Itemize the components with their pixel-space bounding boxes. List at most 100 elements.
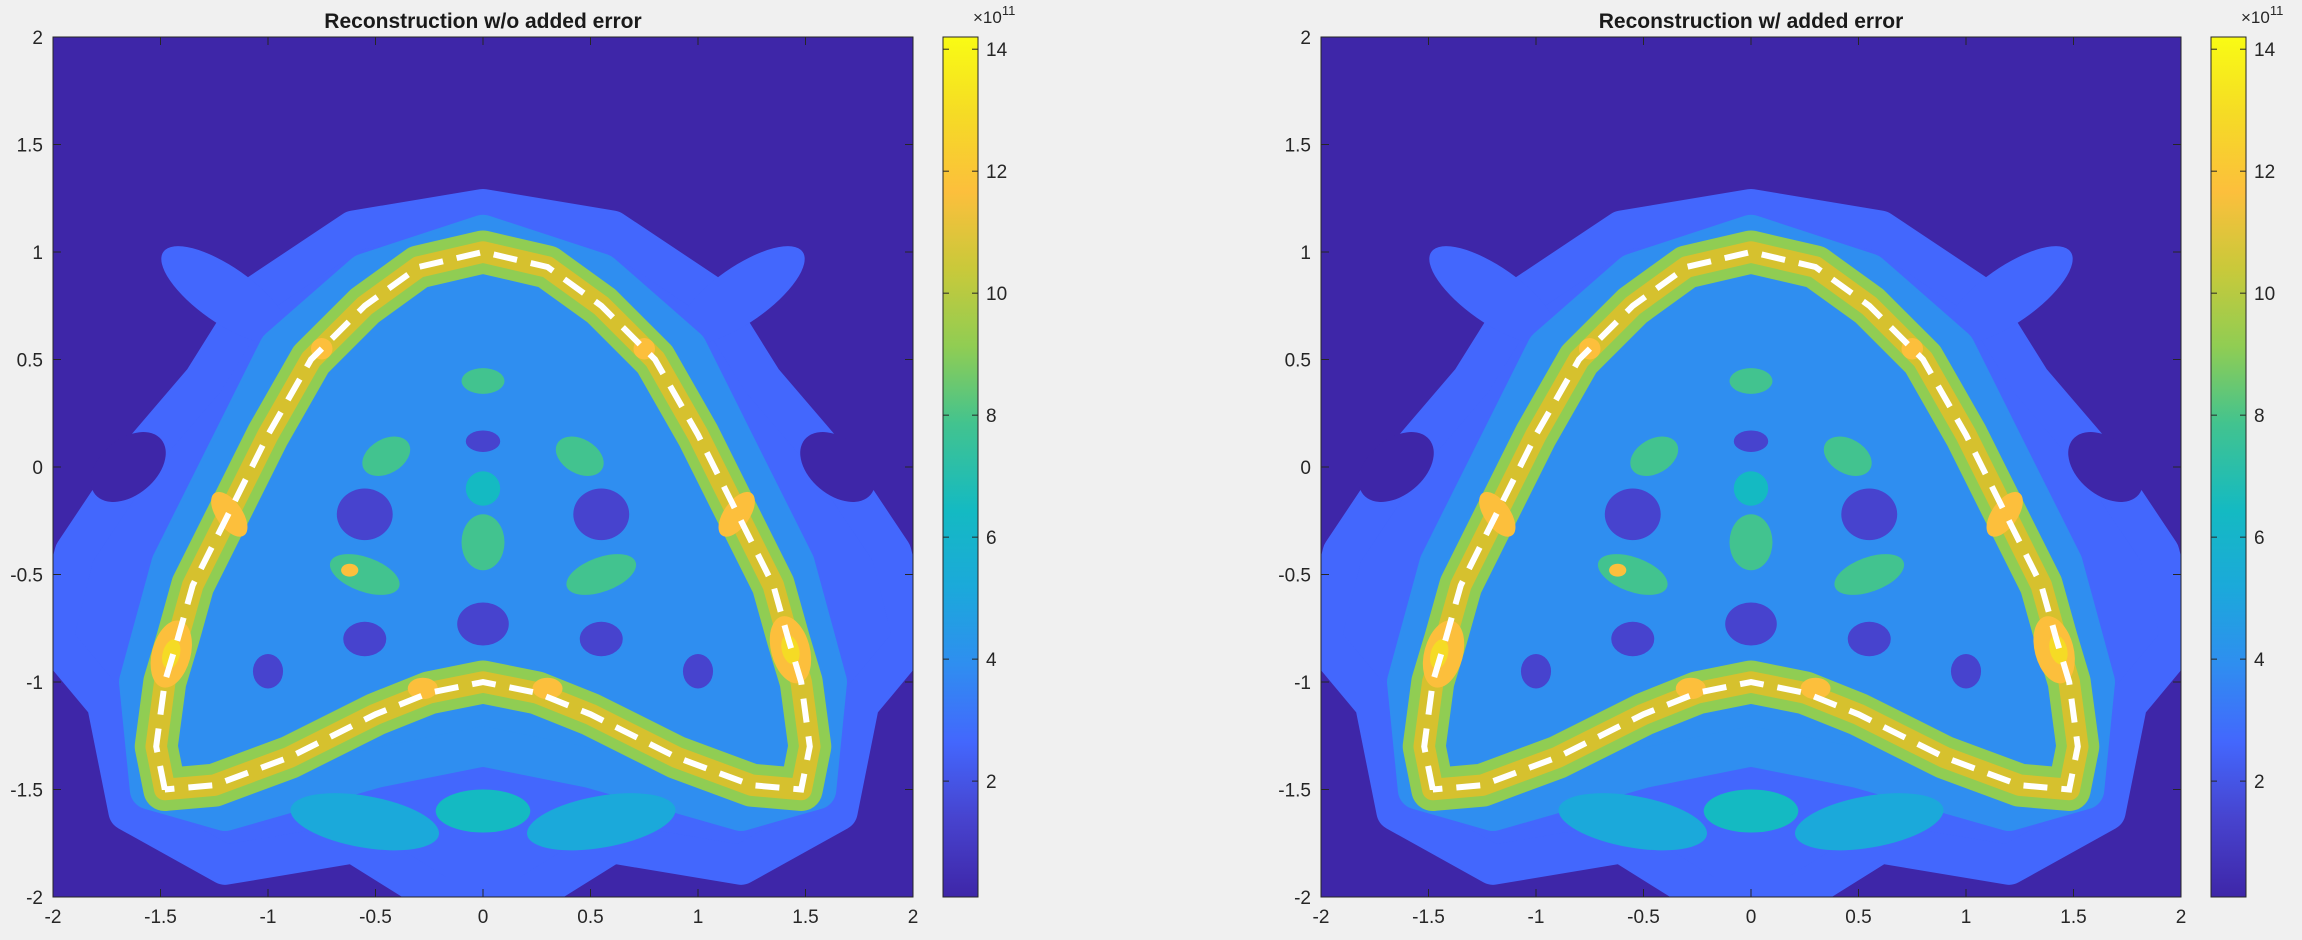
field-blob bbox=[362, 436, 411, 476]
field-blob bbox=[1729, 514, 1773, 571]
field-blob bbox=[407, 677, 438, 700]
field-blob bbox=[2068, 432, 2144, 502]
colorbar-tick-label: 6 bbox=[986, 528, 997, 549]
y-tick-label: -0.5 bbox=[10, 566, 43, 587]
x-tick-label: 0 bbox=[1746, 907, 1757, 928]
x-tick-label: -1.5 bbox=[144, 907, 177, 928]
field-blob bbox=[1358, 432, 1434, 502]
colorbar-tick-label: 12 bbox=[2254, 162, 2275, 183]
panel-right: -2 -1.5 -1 -0.5 0 0.5 1 1.5 2 -2 -1.5 -1 -0.5 0 0.5 1 1… bbox=[1278, 3, 2283, 928]
field-blob bbox=[2049, 635, 2068, 665]
colorbar-tick-label: 12 bbox=[986, 162, 1007, 183]
field-blob bbox=[161, 246, 289, 344]
x-tick-label: 0.5 bbox=[1845, 907, 1871, 928]
field-blob bbox=[90, 432, 166, 502]
field-blob bbox=[1834, 554, 1905, 595]
field-blob bbox=[1703, 789, 1799, 833]
field-blob bbox=[435, 789, 531, 833]
field-blob bbox=[1733, 471, 1769, 506]
colorbar-tick-label: 2 bbox=[986, 772, 997, 793]
field-blob bbox=[1675, 677, 1706, 700]
x-tick-label: -1 bbox=[260, 907, 277, 928]
field-blob bbox=[252, 654, 284, 689]
field-blob bbox=[461, 368, 505, 394]
colorbar-exponent-right: ×1011 bbox=[2241, 3, 2283, 27]
y-tick-label: 2 bbox=[1300, 28, 1311, 49]
field-blob bbox=[1950, 654, 1982, 689]
field-blob bbox=[465, 430, 501, 452]
dashed-curve-left bbox=[153, 248, 813, 793]
colorbar-tick-label: 8 bbox=[986, 406, 997, 427]
field-left bbox=[53, 189, 913, 897]
y-tick-label: -2 bbox=[1294, 888, 1311, 909]
field-blob bbox=[1611, 621, 1655, 657]
field-blob bbox=[781, 635, 800, 665]
field-blob bbox=[1841, 488, 1898, 541]
field-blob bbox=[1520, 654, 1552, 689]
field-blob bbox=[579, 621, 623, 657]
y-tick-label: 0 bbox=[32, 458, 43, 479]
field-blob bbox=[1729, 368, 1773, 394]
field-blob bbox=[1986, 491, 2023, 537]
colorbar-tick-label: 10 bbox=[2254, 284, 2275, 305]
field-blob bbox=[1429, 246, 1557, 344]
y-axis-right: -2 -1.5 -1 -0.5 0 0.5 1 1.5 2 bbox=[1278, 28, 2181, 909]
x-tick-label: 0.5 bbox=[577, 907, 603, 928]
field-blob bbox=[341, 563, 359, 577]
y-tick-label: 1.5 bbox=[1285, 136, 1311, 157]
x-axis-left: -2 -1.5 -1 -0.5 0 0.5 1 1.5 2 bbox=[45, 37, 919, 928]
field-blob bbox=[336, 488, 393, 541]
chart-title-right: Reconstruction w/ added error bbox=[1599, 10, 1904, 33]
x-tick-label: 1 bbox=[1961, 907, 1972, 928]
dashed-curve-right bbox=[1421, 248, 2081, 793]
y-tick-label: -2 bbox=[26, 888, 43, 909]
colorbar-right bbox=[2210, 36, 2247, 898]
y-axis-left: -2 -1.5 -1 -0.5 0 0.5 1 1.5 2 bbox=[10, 28, 913, 909]
x-tick-label: -1.5 bbox=[1412, 907, 1445, 928]
x-tick-label: 1 bbox=[693, 907, 704, 928]
field-blob bbox=[718, 491, 755, 537]
field-blob bbox=[461, 514, 505, 571]
colorbar-tick-label: 4 bbox=[2254, 650, 2265, 671]
colorbar-tick-label: 2 bbox=[2254, 772, 2265, 793]
field-blob bbox=[457, 602, 509, 646]
x-tick-label: 1.5 bbox=[2060, 907, 2086, 928]
colorbar-tick-label: 4 bbox=[986, 650, 997, 671]
y-tick-label: -1.5 bbox=[10, 781, 43, 802]
x-tick-label: -1 bbox=[1528, 907, 1545, 928]
x-tick-label: -0.5 bbox=[359, 907, 392, 928]
x-tick-label: -0.5 bbox=[1627, 907, 1660, 928]
x-axis-right: -2 -1.5 -1 -0.5 0 0.5 1 1.5 2 bbox=[1313, 37, 2186, 928]
field-blob bbox=[290, 793, 439, 851]
y-tick-label: 0.5 bbox=[1285, 351, 1311, 372]
y-tick-label: -0.5 bbox=[1278, 566, 1311, 587]
field-blob bbox=[566, 554, 637, 595]
field-blob bbox=[532, 677, 563, 700]
field-blob bbox=[800, 432, 876, 502]
field-blob bbox=[1800, 677, 1831, 700]
x-tick-label: 2 bbox=[908, 907, 919, 928]
field-blob bbox=[555, 436, 604, 476]
y-tick-label: 1.5 bbox=[17, 136, 43, 157]
field-blob bbox=[1795, 793, 1944, 851]
panel-left: -2 -1.5 -1 -0.5 0 0.5 1 1.5 2 -2 -1.5 -1 -0.5 0 0.5 1 1… bbox=[10, 3, 1015, 928]
y-tick-label: -1 bbox=[26, 673, 43, 694]
colorbar-tick-label: 10 bbox=[986, 284, 1007, 305]
field-blob bbox=[1847, 621, 1891, 657]
x-tick-label: 1.5 bbox=[792, 907, 818, 928]
y-tick-label: -1 bbox=[1294, 673, 1311, 694]
field-blob bbox=[1630, 436, 1679, 476]
x-tick-label: -2 bbox=[1313, 907, 1330, 928]
field-blob bbox=[1823, 436, 1872, 476]
field-blob bbox=[527, 793, 676, 851]
field-blob bbox=[1945, 246, 2073, 344]
y-tick-label: 1 bbox=[32, 243, 43, 264]
colorbar-tick-label: 14 bbox=[2254, 40, 2276, 61]
y-tick-label: -1.5 bbox=[1278, 781, 1311, 802]
y-tick-label: 1 bbox=[1300, 243, 1311, 264]
field-blob bbox=[677, 246, 805, 344]
y-tick-label: 0.5 bbox=[17, 351, 43, 372]
field-blob bbox=[465, 471, 501, 506]
colorbar-ticks-left: 2 4 6 8 10 12 14 bbox=[943, 40, 1008, 793]
